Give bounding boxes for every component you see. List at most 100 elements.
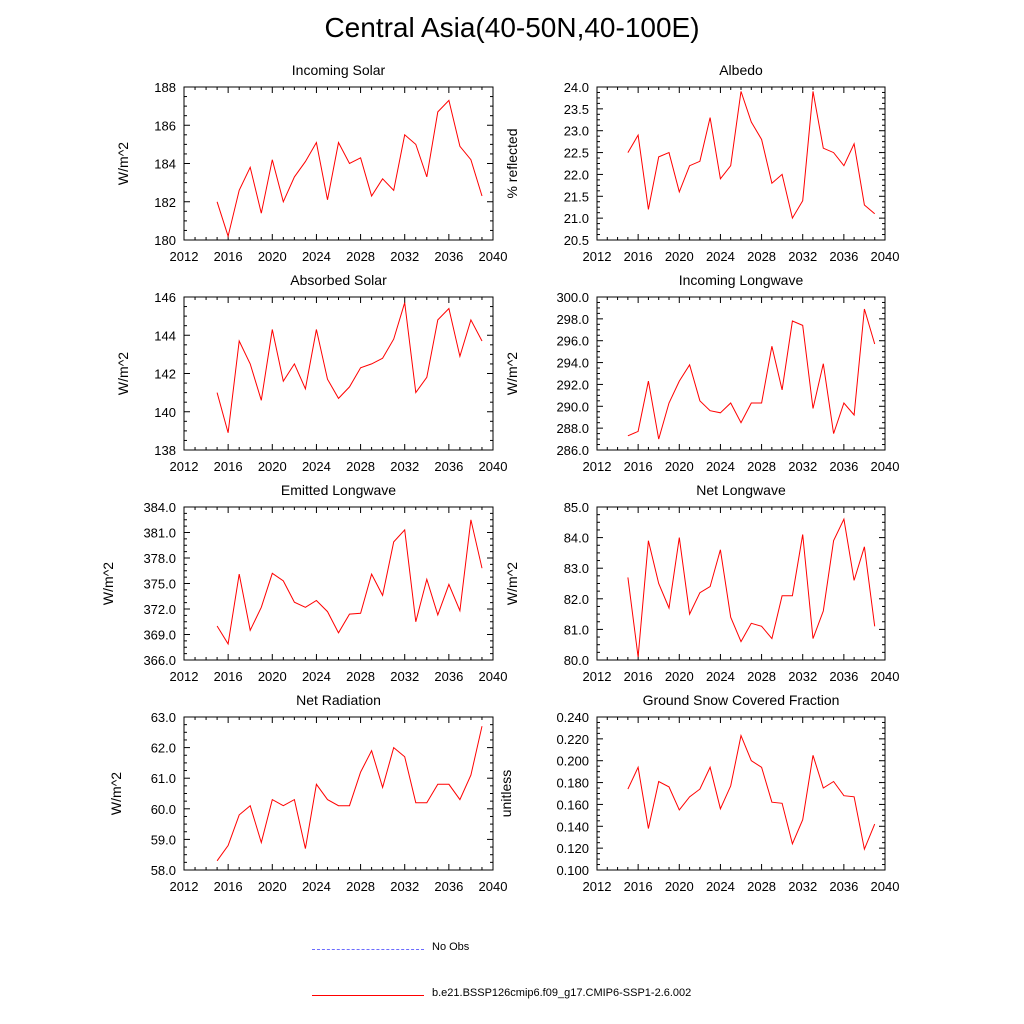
y-tick-label: 381.0 <box>143 526 176 541</box>
x-tick-label: 2032 <box>390 879 419 894</box>
x-tick-label: 2012 <box>170 459 199 474</box>
y-tick-label: 21.0 <box>564 211 589 226</box>
x-tick-label: 2036 <box>434 879 463 894</box>
x-tick-label: 2012 <box>170 669 199 684</box>
chart-title: Absorbed Solar <box>290 272 387 288</box>
plot-frame <box>183 716 494 871</box>
legend-dash-swatch <box>312 949 424 950</box>
y-tick-label: 378.0 <box>143 551 176 566</box>
y-tick-label: 384.0 <box>143 500 176 515</box>
chart-panel-7: Net Radiation W/m^2 2012 2016 2020 2024 2028 20… <box>108 692 507 894</box>
chart-title: Incoming Solar <box>292 62 386 78</box>
x-tick-label: 2032 <box>788 879 817 894</box>
series-line <box>216 726 483 862</box>
x-tick-label: 2036 <box>829 459 858 474</box>
x-tick-label: 2024 <box>302 249 331 264</box>
x-tick-label: 2028 <box>747 249 776 264</box>
x-tick-label: 2028 <box>346 879 375 894</box>
plot-frame <box>183 506 494 661</box>
x-tick-label: 2020 <box>258 459 287 474</box>
y-tick-label: 60.0 <box>151 802 176 817</box>
chart-title: Albedo <box>719 62 763 78</box>
x-tick-label: 2040 <box>479 669 508 684</box>
chart-title: Net Radiation <box>296 692 381 708</box>
x-tick-label: 2040 <box>479 879 508 894</box>
y-axis-label: W/m^2 <box>108 772 124 815</box>
x-tick-label: 2012 <box>583 879 612 894</box>
chart-panel-3: Absorbed Solar W/m^2 2012 2016 2020 2024 2028 2… <box>115 272 507 474</box>
y-tick-label: 292.0 <box>556 377 589 392</box>
series-line <box>627 733 876 851</box>
x-tick-label: 2024 <box>706 879 735 894</box>
y-tick-label: 140 <box>154 405 176 420</box>
y-tick-label: 59.0 <box>151 832 176 847</box>
x-tick-label: 2024 <box>706 459 735 474</box>
series-line <box>627 308 876 440</box>
x-tick-label: 2040 <box>871 459 900 474</box>
x-tick-label: 2020 <box>258 879 287 894</box>
y-tick-label: 80.0 <box>564 653 589 668</box>
y-tick-label: 184 <box>154 157 176 172</box>
x-tick-label: 2032 <box>390 249 419 264</box>
chart-title: Incoming Longwave <box>679 272 804 288</box>
y-axis-label: W/m^2 <box>504 562 520 605</box>
series-line <box>627 91 876 220</box>
x-tick-label: 2012 <box>170 249 199 264</box>
series-line <box>216 99 483 239</box>
y-tick-label: 22.5 <box>564 146 589 161</box>
y-tick-label: 23.0 <box>564 124 589 139</box>
series-line <box>216 519 483 646</box>
chart-title: Ground Snow Covered Fraction <box>643 692 840 708</box>
x-tick-label: 2032 <box>788 669 817 684</box>
y-tick-label: 146 <box>154 290 176 305</box>
series-line <box>216 302 483 433</box>
y-tick-label: 21.5 <box>564 189 589 204</box>
y-tick-label: 85.0 <box>564 500 589 515</box>
y-tick-label: 142 <box>154 367 176 382</box>
chart-panel-8: Ground Snow Covered Fraction unitless 2012… <box>498 692 899 894</box>
y-tick-label: 0.160 <box>556 797 589 812</box>
x-tick-label: 2028 <box>747 669 776 684</box>
x-tick-label: 2040 <box>871 669 900 684</box>
chart-title: Emitted Longwave <box>281 482 396 498</box>
x-tick-label: 2016 <box>214 459 243 474</box>
x-tick-label: 2028 <box>747 459 776 474</box>
x-tick-label: 2040 <box>479 459 508 474</box>
plot-frame <box>183 296 494 451</box>
x-tick-label: 2032 <box>788 459 817 474</box>
y-tick-label: 286.0 <box>556 443 589 458</box>
y-tick-label: 82.0 <box>564 592 589 607</box>
y-tick-label: 0.240 <box>556 710 589 725</box>
y-axis-label: unitless <box>498 770 514 817</box>
y-axis-label: W/m^2 <box>504 352 520 395</box>
y-tick-label: 138 <box>154 443 176 458</box>
y-tick-label: 0.100 <box>556 863 589 878</box>
legend-line-swatch <box>312 995 424 996</box>
y-tick-label: 58.0 <box>151 863 176 878</box>
y-tick-label: 62.0 <box>151 741 176 756</box>
plot-frame <box>596 296 886 451</box>
x-tick-label: 2024 <box>302 459 331 474</box>
y-tick-label: 294.0 <box>556 356 589 371</box>
y-tick-label: 144 <box>154 328 176 343</box>
x-tick-label: 2020 <box>665 459 694 474</box>
y-tick-label: 369.0 <box>143 628 176 643</box>
x-tick-label: 2016 <box>624 879 653 894</box>
y-tick-label: 290.0 <box>556 399 589 414</box>
y-tick-label: 372.0 <box>143 602 176 617</box>
x-tick-label: 2024 <box>706 249 735 264</box>
y-tick-label: 0.120 <box>556 841 589 856</box>
x-tick-label: 2020 <box>665 669 694 684</box>
chart-title: Net Longwave <box>696 482 786 498</box>
plot-frame <box>183 86 494 241</box>
y-tick-label: 83.0 <box>564 561 589 576</box>
y-tick-label: 63.0 <box>151 710 176 725</box>
y-tick-label: 20.5 <box>564 233 589 248</box>
x-tick-label: 2024 <box>706 669 735 684</box>
y-tick-label: 288.0 <box>556 421 589 436</box>
x-tick-label: 2040 <box>871 879 900 894</box>
x-tick-label: 2016 <box>214 249 243 264</box>
y-tick-label: 180 <box>154 233 176 248</box>
x-tick-label: 2020 <box>258 669 287 684</box>
